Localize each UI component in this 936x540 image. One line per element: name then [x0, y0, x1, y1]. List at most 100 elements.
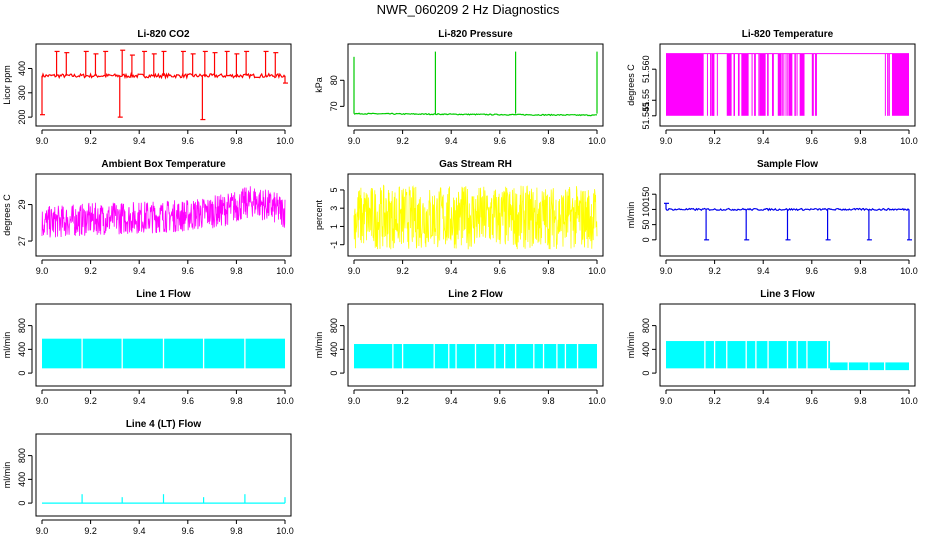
y-tick-label: 80: [329, 75, 339, 85]
x-tick-label: 9.8: [230, 266, 243, 276]
y-tick-label: 400: [329, 342, 339, 357]
x-tick-label: 9.2: [708, 266, 721, 276]
x-tick-label: 9.2: [84, 526, 97, 536]
plot-frame: [35, 173, 292, 257]
panel-title: Ambient Box Temperature: [101, 159, 226, 170]
x-tick-label: 9.0: [348, 396, 361, 406]
y-tick-label: -1: [329, 241, 339, 249]
chart-panel-co2: Li-820 CO2 9.0 9.2 9.4 9.6 9.8 10.0 200 300 400 Li…: [2, 29, 294, 146]
data-band: [788, 53, 793, 116]
y-axis-label: Licor ppm: [2, 65, 12, 105]
series-line3: [666, 334, 909, 374]
x-tick-label: 9.4: [757, 396, 770, 406]
panel-title: Sample Flow: [757, 159, 818, 170]
x-tick-label: 10.0: [900, 396, 918, 406]
x-tick-label: 9.2: [708, 396, 721, 406]
y-tick-label: 400: [17, 472, 27, 487]
plot-frame: [659, 43, 916, 127]
x-tick-label: 9.6: [182, 136, 195, 146]
x-tick-label: 9.2: [84, 266, 97, 276]
data-line: [41, 186, 286, 238]
x-tick-label: 9.4: [445, 136, 458, 146]
series-box_temp: [41, 186, 286, 238]
chart-panel-line4: Line 4 (LT) Flow 9.0 9.2 9.4 9.6 9.8 10.0 0 400 8…: [2, 419, 294, 536]
y-tick-label: 800: [17, 448, 27, 463]
plot-frame: [35, 433, 292, 517]
x-tick-label: 10.0: [276, 526, 294, 536]
y-tick-label: 50: [641, 220, 651, 230]
x-tick-label: 9.6: [182, 396, 195, 406]
x-tick-label: 9.2: [396, 396, 409, 406]
chart-panel-rh: Gas Stream RH 9.0 9.2 9.4 9.6 9.8 10.0 -1 1 3 5 per…: [314, 159, 606, 276]
x-tick-label: 9.4: [757, 136, 770, 146]
data-line: [353, 112, 598, 117]
x-tick-label: 9.6: [806, 136, 819, 146]
y-axis-label: percent: [314, 199, 324, 230]
x-tick-label: 10.0: [276, 136, 294, 146]
y-tick-label: 400: [17, 342, 27, 357]
chart-panel-line2: Line 2 Flow 9.0 9.2 9.4 9.6 9.8 10.0 0 400 800 ml/…: [314, 289, 606, 406]
y-axis-label: ml/min: [626, 332, 636, 359]
x-axis: 9.0 9.2 9.4 9.6 9.8 10.0: [348, 389, 606, 406]
y-axis-label: degrees C: [2, 194, 12, 236]
x-tick-label: 9.0: [36, 526, 49, 536]
y-tick-label: 27: [17, 236, 27, 246]
x-tick-label: 9.0: [660, 396, 673, 406]
y-axis: 0 400 800: [329, 318, 345, 376]
series-sample_flow: [664, 202, 912, 241]
plot-frame: [659, 173, 916, 257]
x-tick-label: 9.6: [182, 266, 195, 276]
y-axis: 0 400 800: [17, 318, 33, 376]
x-tick-label: 9.8: [854, 136, 867, 146]
data-band: [891, 53, 909, 116]
chart-panel-temperature: Li-820 Temperature 9.0 9.2 9.4 9.6 9.8 10.0 51.…: [626, 29, 918, 146]
y-tick-label: 0: [641, 237, 651, 242]
x-axis: 9.0 9.2 9.4 9.6 9.8 10.0: [348, 259, 606, 276]
series-line2: [354, 334, 597, 374]
x-tick-label: 9.2: [84, 396, 97, 406]
plot-frame: [659, 303, 916, 387]
x-tick-label: 9.2: [84, 136, 97, 146]
data-band: [759, 53, 766, 116]
x-tick-label: 10.0: [588, 266, 606, 276]
y-tick-label: 70: [329, 101, 339, 111]
x-tick-label: 10.0: [588, 136, 606, 146]
x-tick-label: 10.0: [276, 266, 294, 276]
x-axis: 9.0 9.2 9.4 9.6 9.8 10.0: [36, 129, 294, 146]
panel-title: Gas Stream RH: [439, 159, 512, 170]
x-tick-label: 9.8: [854, 396, 867, 406]
y-tick-label: 800: [641, 318, 651, 333]
y-tick-label: 3: [329, 206, 339, 211]
x-tick-label: 9.0: [348, 136, 361, 146]
x-axis: 9.0 9.2 9.4 9.6 9.8 10.0: [36, 519, 294, 536]
x-tick-label: 9.8: [230, 136, 243, 146]
series-line1: [42, 334, 285, 374]
y-axis: 70 80: [329, 75, 345, 111]
y-axis: 0 400 800: [17, 448, 33, 506]
y-axis-label: ml/min: [626, 202, 636, 229]
y-tick-label: 800: [17, 318, 27, 333]
y-tick-label: 150: [641, 187, 651, 202]
x-tick-label: 9.0: [36, 266, 49, 276]
y-axis-label: kPa: [314, 77, 324, 93]
plot-frame: [35, 303, 292, 387]
x-tick-label: 9.0: [36, 396, 49, 406]
x-tick-label: 10.0: [900, 136, 918, 146]
x-tick-label: 9.8: [542, 136, 555, 146]
plot-frame: [347, 303, 604, 387]
panel-title: Li-820 Pressure: [438, 29, 513, 40]
y-tick-label: 800: [329, 318, 339, 333]
data-band: [666, 341, 831, 369]
chart-panel-box_temp: Ambient Box Temperature 9.0 9.2 9.4 9.6 9.8 10…: [2, 159, 294, 276]
chart-panel-line1: Line 1 Flow 9.0 9.2 9.4 9.6 9.8 10.0 0 400 800 ml/…: [2, 289, 294, 406]
data-band: [741, 53, 749, 116]
x-tick-label: 9.0: [36, 136, 49, 146]
data-band: [799, 53, 805, 116]
x-tick-label: 9.4: [133, 266, 146, 276]
x-axis: 9.0 9.2 9.4 9.6 9.8 10.0: [660, 389, 918, 406]
x-tick-label: 9.6: [806, 266, 819, 276]
x-tick-label: 9.0: [660, 266, 673, 276]
plot-frame: [347, 173, 604, 257]
